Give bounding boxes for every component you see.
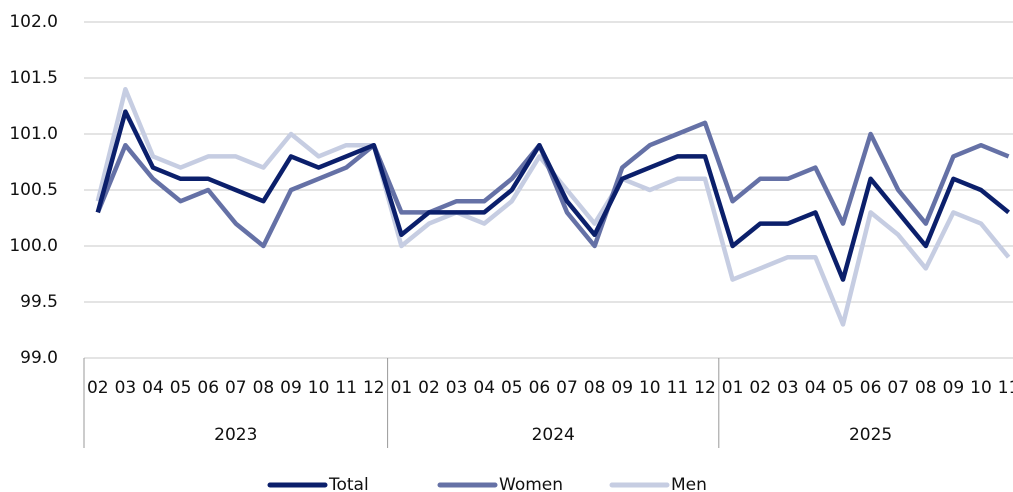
x-tick-label: 09 <box>280 378 302 398</box>
y-tick-label: 100.5 <box>9 180 58 200</box>
x-tick-label: 11 <box>335 378 357 398</box>
x-tick-label: 03 <box>777 378 799 398</box>
x-tick-label: 06 <box>529 378 551 398</box>
x-tick-label: 05 <box>832 378 854 398</box>
legend-label: Men <box>671 475 707 492</box>
series-line <box>95 86 1011 327</box>
x-tick-label: 06 <box>860 378 882 398</box>
y-tick-label: 101.5 <box>9 68 58 88</box>
x-tick-label: 01 <box>722 378 744 398</box>
x-tick-label: 06 <box>197 378 219 398</box>
y-tick-label: 99.5 <box>20 292 58 312</box>
x-tick-label: 11 <box>667 378 689 398</box>
x-tick-label: 04 <box>805 378 827 398</box>
x-tick-label: 07 <box>887 378 909 398</box>
x-tick-label: 10 <box>308 378 330 398</box>
x-tick-label: 03 <box>446 378 468 398</box>
x-tick-label: 02 <box>418 378 440 398</box>
x-tick-label: 12 <box>694 378 716 398</box>
legend-label: Women <box>499 475 563 492</box>
x-tick-label: 11 <box>998 378 1013 398</box>
x-tick-label: 08 <box>584 378 606 398</box>
x-tick-label: 08 <box>915 378 937 398</box>
x-tick-label: 09 <box>943 378 965 398</box>
x-tick-label: 04 <box>142 378 164 398</box>
x-tick-label: 07 <box>556 378 578 398</box>
x-tick-label: 02 <box>87 378 109 398</box>
x-group-label: 2025 <box>849 425 892 445</box>
x-tick-label: 10 <box>639 378 661 398</box>
x-tick-label: 01 <box>391 378 413 398</box>
y-tick-label: 99.0 <box>20 348 58 368</box>
y-tick-label: 100.0 <box>9 236 58 256</box>
x-tick-label: 02 <box>749 378 771 398</box>
x-tick-label: 10 <box>970 378 992 398</box>
series-line <box>95 109 1011 282</box>
x-group-label: 2024 <box>532 425 575 445</box>
x-tick-label: 07 <box>225 378 247 398</box>
x-tick-label: 12 <box>363 378 385 398</box>
x-tick-label: 03 <box>115 378 137 398</box>
x-tick-label: 05 <box>501 378 523 398</box>
y-tick-label: 102.0 <box>9 12 58 32</box>
y-tick-label: 101.0 <box>9 124 58 144</box>
x-tick-label: 08 <box>253 378 275 398</box>
x-tick-label: 05 <box>170 378 192 398</box>
series-line <box>95 120 1010 249</box>
x-group-label: 2023 <box>214 425 257 445</box>
x-tick-label: 04 <box>473 378 495 398</box>
x-tick-label: 09 <box>611 378 633 398</box>
legend-label: Total <box>328 475 369 492</box>
